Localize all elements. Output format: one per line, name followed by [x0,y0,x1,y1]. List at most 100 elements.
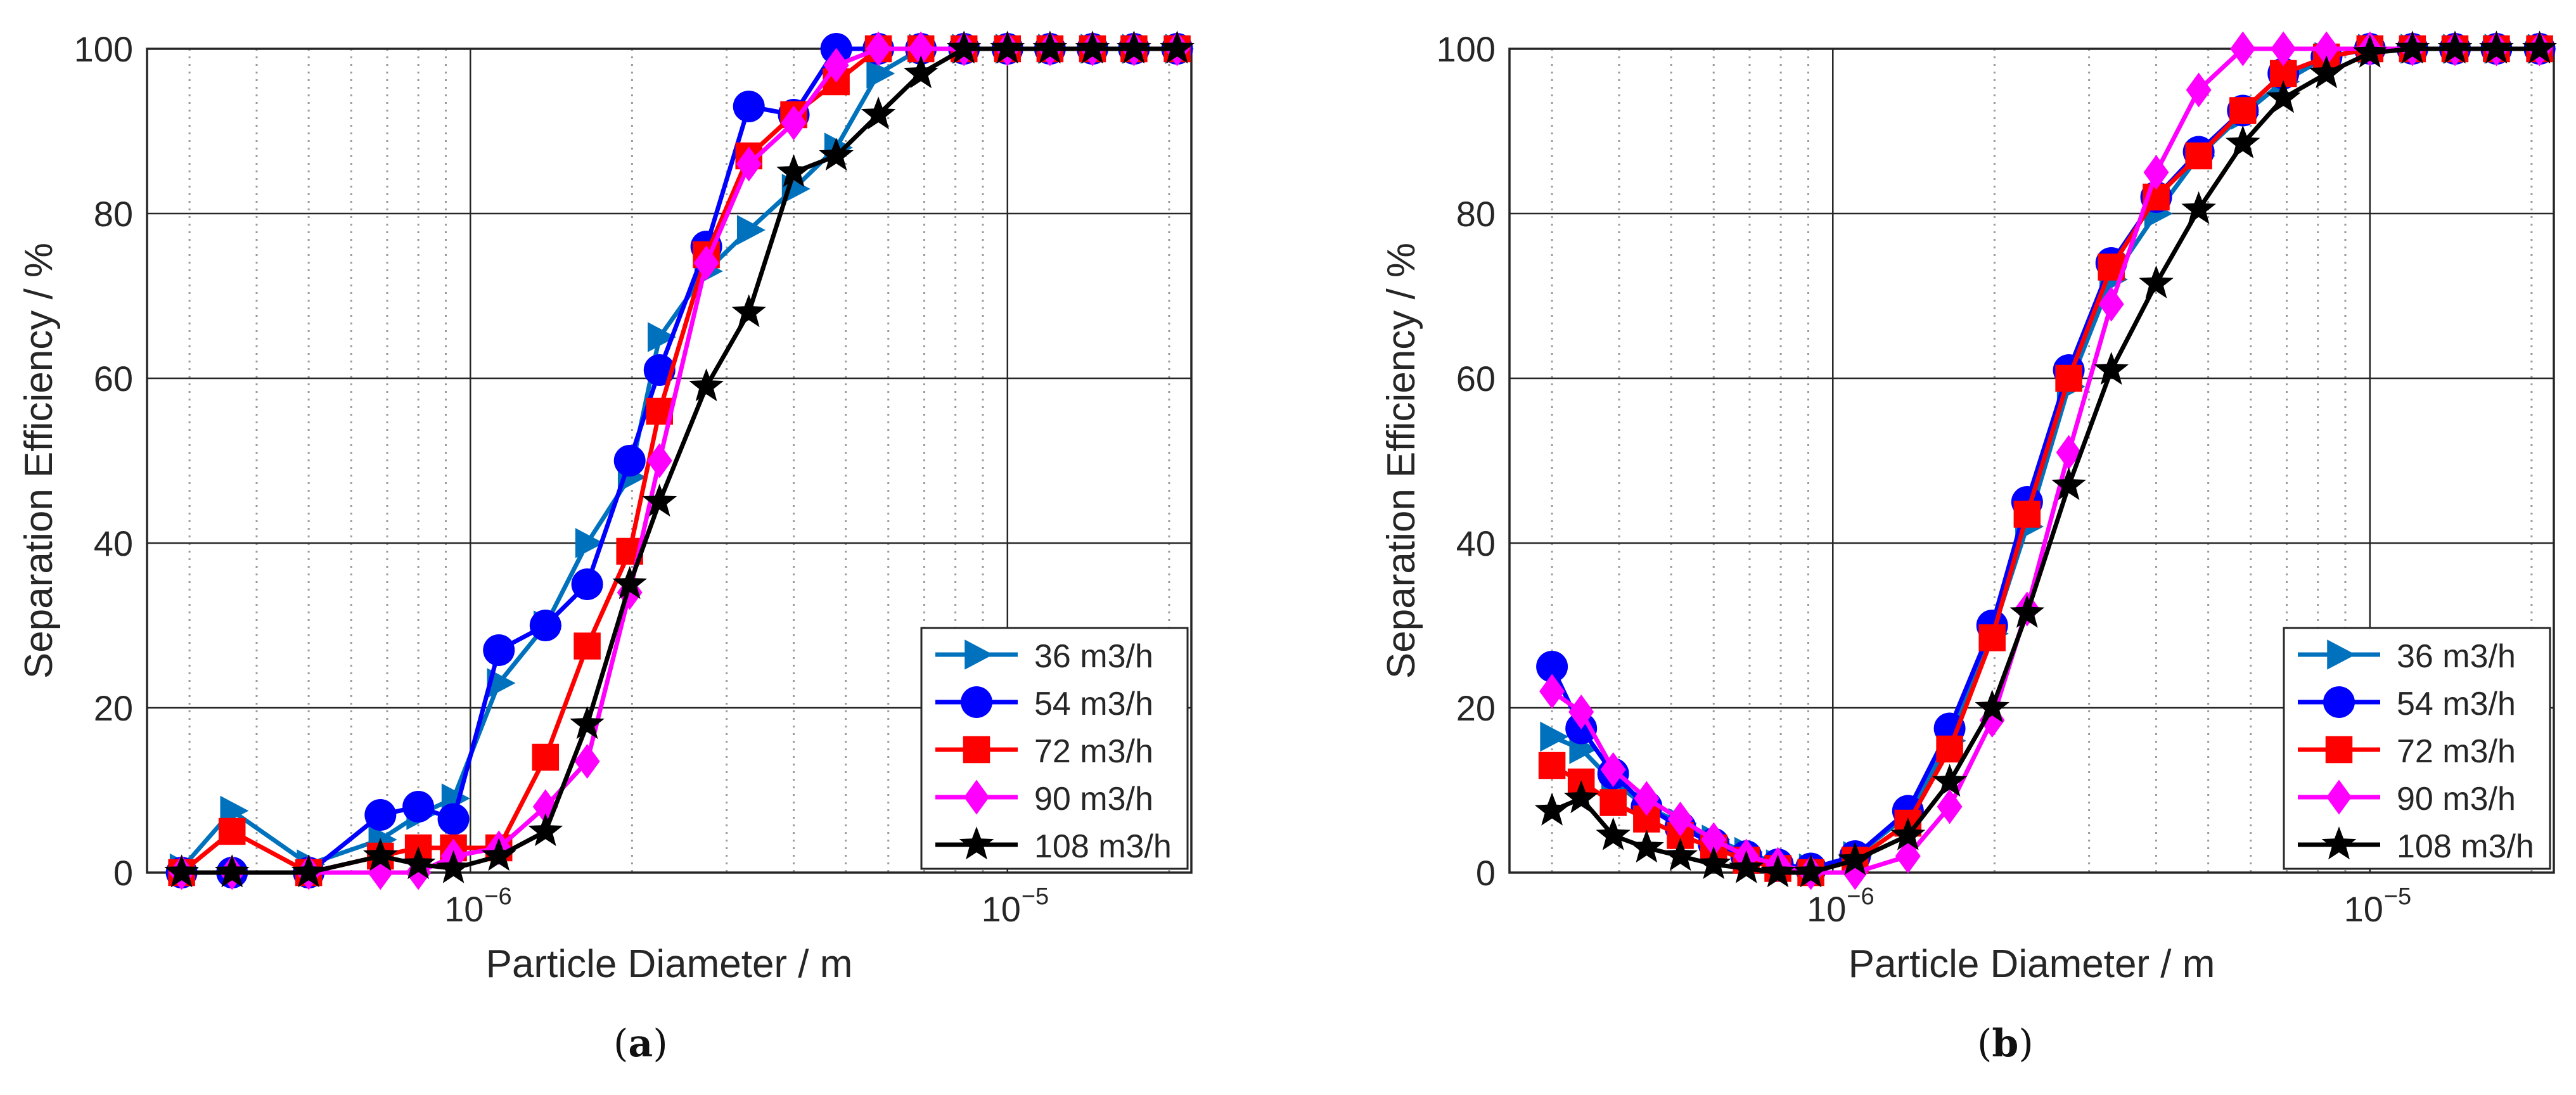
legend: 36 m3/h 54 m3/h 72 m3/h 90 m3/h 108 m3/h [920,627,1189,870]
y-tick-label: 80 [1456,194,1496,234]
data-point [2143,155,2169,190]
x-tick-exponent: −6 [1847,883,1874,910]
data-point [613,445,646,477]
caption-a-label: a [628,1021,653,1066]
data-point [1932,764,1967,797]
data-point [908,31,934,67]
caption-b-open: ( [1977,1021,1992,1066]
legend-marker [2325,736,2353,764]
legend: 36 m3/h 54 m3/h 72 m3/h 90 m3/h 108 m3/h [2283,627,2551,870]
data-point [2271,31,2297,67]
data-point [1539,674,1565,709]
data-point [2352,34,2388,68]
data-point [2051,467,2086,501]
data-point [1599,789,1627,816]
data-point [1032,30,1068,64]
data-point [291,854,326,888]
data-point [436,850,471,883]
data-point [1117,30,1151,64]
legend-label: 54 m3/h [2397,686,2516,722]
x-tick-label: 10 [1807,889,1846,929]
data-point [642,483,677,517]
y-tick-label: 40 [94,523,133,563]
legend-marker [2327,639,2356,670]
data-point [861,96,896,130]
data-point [1793,854,1828,888]
caption-b-close: ) [2018,1021,2034,1066]
data-point [2229,97,2257,124]
legend-marker [2323,686,2355,718]
caption-a-open: ( [613,1021,629,1066]
x-tick-label: 10 [444,889,484,929]
legend-label: 36 m3/h [1034,638,1153,675]
data-point [1890,817,1926,850]
data-point [1634,781,1660,816]
data-point [2479,30,2514,64]
data-point [1075,30,1110,64]
data-point [1538,752,1566,779]
data-point [2437,30,2473,64]
data-point [946,30,982,64]
data-point [402,791,435,823]
data-point [1696,846,1731,880]
data-point [2265,80,2301,113]
data-point [903,55,939,89]
data-point [2098,286,2124,322]
data-point [574,632,601,660]
data-point [2185,142,2212,170]
data-point [218,817,246,845]
caption-a-close: ) [653,1021,668,1066]
legend-marker [964,639,994,670]
y-axis-label: Separation Efficiency / % [17,243,61,679]
data-point [647,322,676,352]
x-tick-exponent: −5 [1022,883,1049,910]
data-point [2395,30,2430,64]
y-tick-label: 20 [1456,688,1496,728]
y-tick-label: 60 [94,359,133,399]
x-tick-label: 10 [982,889,1021,929]
data-point [2522,30,2557,64]
caption-b-label: b [1992,1021,2019,1066]
data-point [2186,72,2212,108]
data-point [733,91,765,122]
data-point [1160,30,1195,64]
legend-label: 72 m3/h [2397,733,2516,770]
plot-frame [1508,48,2555,874]
data-point [693,245,719,281]
data-point [866,31,892,67]
data-point [1701,822,1727,857]
data-point [1663,838,1698,871]
legend-marker [964,779,989,815]
data-point [1536,651,1568,682]
data-point [1936,735,1963,763]
x-tick-exponent: −5 [2384,883,2411,910]
data-point [164,854,199,888]
data-point [736,215,766,245]
legend-marker [959,826,994,860]
data-point [574,744,600,779]
data-point [483,634,515,666]
data-point [1600,752,1626,787]
legend-label: 72 m3/h [1034,733,1153,770]
data-point [819,138,854,171]
data-point [1568,695,1594,729]
data-point [570,706,605,740]
data-point [2094,352,2129,385]
legend-label: 36 m3/h [2397,638,2516,675]
legend-marker [961,686,992,718]
data-point [2314,31,2340,67]
data-point [1895,838,1921,874]
plot-frame [146,48,1193,874]
data-point [214,854,250,888]
data-point [990,30,1025,64]
data-point [437,803,470,835]
data-point [1975,689,2009,723]
data-point [1596,817,1631,850]
data-point [2056,435,2082,470]
data-point [2230,31,2256,67]
data-point [364,799,397,831]
legend-label: 90 m3/h [2397,781,2516,817]
legend-label: 90 m3/h [1034,781,1153,817]
y-tick-label: 40 [1456,523,1496,563]
